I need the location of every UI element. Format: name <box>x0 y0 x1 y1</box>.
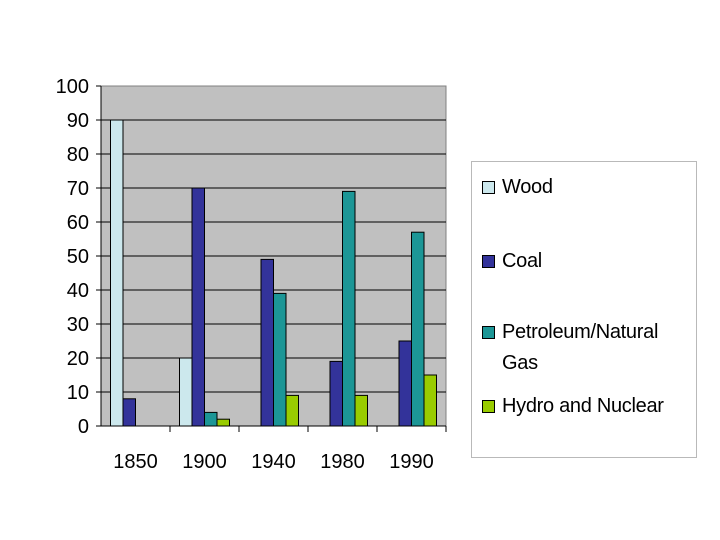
bar-hydro-and-nuclear-1940 <box>285 394 299 427</box>
legend-swatch <box>482 181 495 194</box>
y-tick-label: 50 <box>67 246 89 268</box>
bar-coal-1900 <box>191 187 205 427</box>
bar-coal-1850 <box>122 398 136 427</box>
bar-petroleum-natural-gas-1940 <box>273 292 287 427</box>
y-tick-label: 100 <box>56 76 89 98</box>
x-tick-label: 1940 <box>251 451 296 473</box>
y-tick-label: 0 <box>78 416 89 438</box>
bar-wood-1850 <box>110 119 124 427</box>
y-tick-label: 60 <box>67 212 89 234</box>
legend-item: Hydro and Nuclear <box>482 391 692 422</box>
legend-item: Coal <box>482 246 692 277</box>
legend-item: Petroleum/Natural Gas <box>482 317 692 379</box>
bar-coal-1990 <box>398 340 412 427</box>
bar-hydro-and-nuclear-1900 <box>216 418 230 427</box>
legend-label: Wood <box>502 176 553 198</box>
bar-petroleum-natural-gas-1900 <box>204 411 218 427</box>
y-tick-label: 10 <box>67 382 89 404</box>
x-tick-label: 1980 <box>320 451 365 473</box>
y-tick-label: 20 <box>67 348 89 370</box>
y-tick-label: 80 <box>67 144 89 166</box>
y-tick-label: 40 <box>67 280 89 302</box>
legend-swatch <box>482 255 495 268</box>
x-tick-label: 1990 <box>389 451 434 473</box>
y-tick-label: 70 <box>67 178 89 200</box>
bar-petroleum-natural-gas-1990 <box>411 231 425 427</box>
legend-label: Hydro and Nuclear <box>502 395 664 417</box>
bar-hydro-and-nuclear-1980 <box>354 394 368 427</box>
bar-coal-1940 <box>260 258 274 427</box>
legend-item: Wood <box>482 172 692 203</box>
legend: Wood Coal Petroleum/Natural Gas Hydro and N… <box>471 161 697 458</box>
legend-swatch <box>482 326 495 339</box>
legend-label: Coal <box>502 250 542 272</box>
x-tick-label: 1850 <box>113 451 158 473</box>
x-tick-label: 1900 <box>182 451 227 473</box>
y-tick-label: 90 <box>67 110 89 132</box>
bar-petroleum-natural-gas-1980 <box>342 190 356 427</box>
bar-hydro-and-nuclear-1990 <box>423 374 437 427</box>
legend-label: Petroleum/Natural Gas <box>502 321 659 374</box>
y-tick-label: 30 <box>67 314 89 336</box>
bar-wood-1900 <box>179 357 193 427</box>
bar-coal-1980 <box>329 360 343 427</box>
legend-swatch <box>482 400 495 413</box>
